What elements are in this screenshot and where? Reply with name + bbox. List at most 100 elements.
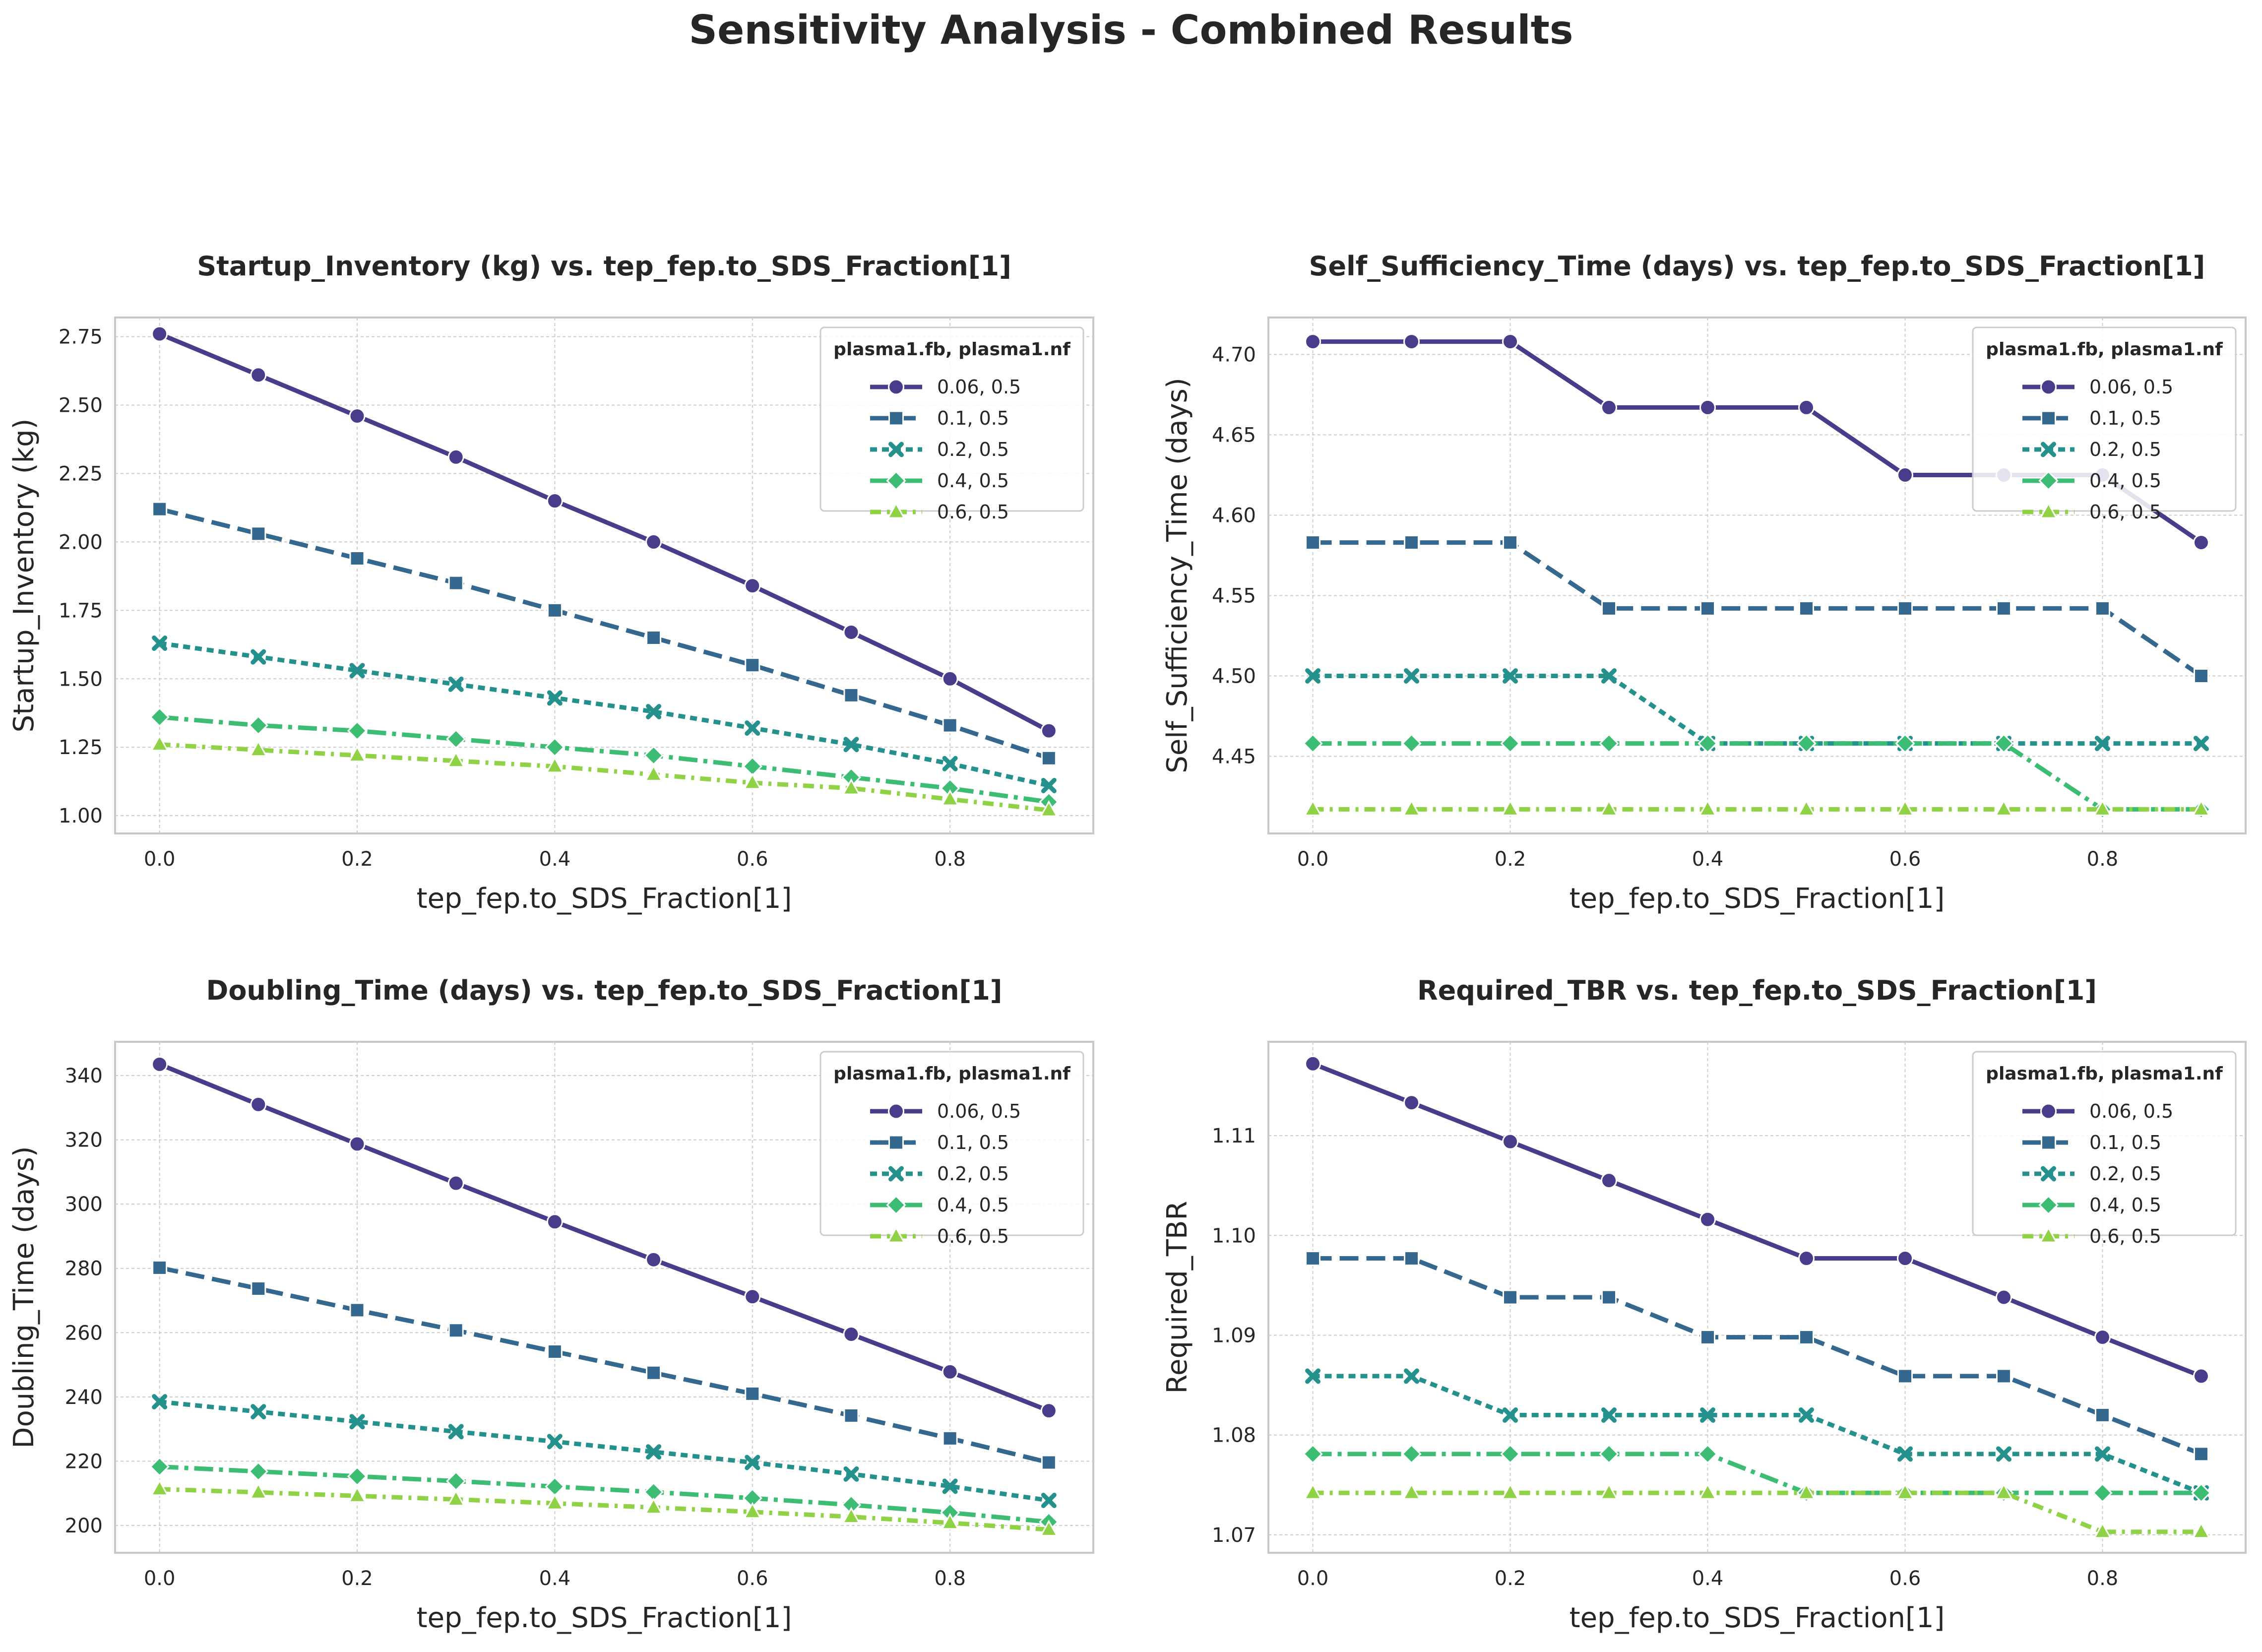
series-line (159, 641, 1050, 788)
y-tick-label: 2.75 (59, 326, 103, 349)
x-axis-label: tep_fep.to_SDS_Fraction[1] (417, 883, 792, 915)
data-point (1798, 1250, 1815, 1267)
series-line (1313, 1374, 2202, 1495)
series-0-6-0-5 (150, 734, 1058, 817)
series-line (159, 1487, 1049, 1532)
data-point (1897, 1368, 1913, 1384)
data-point (2193, 1368, 2209, 1385)
data-point (644, 764, 663, 781)
legend-item: 0.06, 0.5 (870, 1100, 1021, 1122)
legend-label: 0.2, 0.5 (937, 439, 1009, 460)
series-line (1313, 540, 2202, 678)
legend-item: 0.4, 0.5 (2022, 1194, 2161, 1216)
data-point (349, 663, 365, 679)
x-tick-label: 0.0 (1297, 848, 1329, 871)
legend-marker (886, 502, 906, 519)
series-0-2-0-5 (152, 635, 1057, 793)
series-0-06-0-5 (1305, 1055, 2209, 1385)
data-point (151, 1056, 168, 1073)
plot-frame (1267, 317, 2247, 834)
data-point (1501, 799, 1520, 816)
data-point (1601, 668, 1617, 684)
series-0-06-0-5 (151, 1056, 1057, 1419)
series-0-1-0-5 (152, 1260, 1057, 1470)
series-0-6-0-5 (1304, 799, 2210, 816)
legend: plasma1.fb, plasma1.nf 0.06, 0.5 0.1, 0.5 0… (1972, 326, 2237, 523)
data-point (1798, 600, 1814, 616)
y-tick-label: 1.10 (1212, 1224, 1256, 1247)
legend-title: plasma1.fb, plasma1.nf (833, 339, 1070, 360)
data-point (448, 676, 464, 692)
series-line (1312, 1062, 2202, 1379)
x-tick-label: 0.2 (341, 1567, 373, 1590)
data-point (1503, 1407, 1518, 1423)
data-point (942, 756, 958, 771)
data-point (347, 720, 368, 741)
data-point (2094, 736, 2110, 752)
data-point (1994, 1483, 2013, 1500)
data-point (1305, 668, 1321, 684)
series-line (159, 1265, 1050, 1465)
data-point (2191, 1483, 2211, 1503)
y-tick-label: 260 (65, 1322, 103, 1344)
data-point (1897, 600, 1913, 616)
data-point (446, 729, 466, 749)
x-tick-label: 0.2 (1495, 848, 1526, 871)
x-tick-label: 0.8 (934, 848, 966, 871)
data-point (446, 751, 465, 768)
data-point (745, 1386, 760, 1401)
chart-startup-inventory: Startup_Inventory (kg) vs. tep_fep.to_SD… (8, 251, 1094, 915)
data-point (251, 1281, 266, 1297)
series-line (1313, 1256, 2202, 1457)
legend-box (819, 1051, 1084, 1236)
data-point (1601, 600, 1617, 616)
data-point (249, 1482, 268, 1499)
legend-label: 0.06, 0.5 (2089, 376, 2173, 398)
data-point (1401, 733, 1422, 754)
legend-title: plasma1.fb, plasma1.nf (1986, 339, 2223, 360)
series-line (159, 507, 1050, 761)
data-point (942, 1478, 958, 1494)
legend-item: 0.1, 0.5 (870, 407, 1009, 429)
data-point (1798, 399, 1815, 416)
data-point (349, 551, 365, 567)
data-point (1896, 1250, 1913, 1267)
series-line (158, 1062, 1050, 1413)
legend: plasma1.fb, plasma1.nf 0.06, 0.5 0.1, 0.5 0… (1972, 1051, 2237, 1247)
data-point (446, 1471, 466, 1491)
data-point (1500, 733, 1520, 754)
legend-label: 0.06, 0.5 (937, 376, 1021, 398)
data-point (1895, 1483, 1915, 1500)
data-point (1897, 1446, 1913, 1462)
data-point (349, 1302, 365, 1318)
y-tick-label: 1.09 (1212, 1324, 1256, 1347)
legend-title: plasma1.fb, plasma1.nf (1986, 1064, 2223, 1084)
data-point (1404, 668, 1420, 684)
legend-item: 0.1, 0.5 (2022, 1132, 2161, 1153)
legend-item: 0.2, 0.5 (870, 1163, 1009, 1185)
data-point (347, 1466, 368, 1486)
data-point (448, 1424, 464, 1440)
legend-item: 0.6, 0.5 (870, 501, 1009, 523)
series-line (1313, 741, 2201, 812)
series-line (159, 742, 1049, 813)
data-point (249, 740, 268, 757)
chart-title: Self_Sufficiency_Time (days) vs. tep_fep… (1309, 251, 2205, 282)
data-point (1797, 1483, 1816, 1500)
series-0-2-0-5 (1305, 668, 2209, 752)
chart-self-sufficiency-time: Self_Sufficiency_Time (days) vs. tep_fep… (1161, 251, 2247, 915)
y-tick-label: 4.60 (1212, 505, 1256, 527)
data-point (151, 325, 168, 342)
data-point (446, 1489, 465, 1506)
legend-item: 0.6, 0.5 (870, 1225, 1009, 1247)
data-point (744, 577, 761, 594)
data-point (1041, 777, 1057, 793)
plot-frame (1267, 1041, 2247, 1554)
x-tick-label: 0.0 (1297, 1567, 1329, 1590)
legend-item: 0.1, 0.5 (870, 1132, 1009, 1153)
plot-frame (114, 1041, 1094, 1554)
legend-box (1972, 326, 2237, 512)
data-point (1403, 333, 1420, 350)
series-0-4-0-5 (1303, 733, 2211, 820)
y-tick-label: 280 (65, 1258, 103, 1280)
